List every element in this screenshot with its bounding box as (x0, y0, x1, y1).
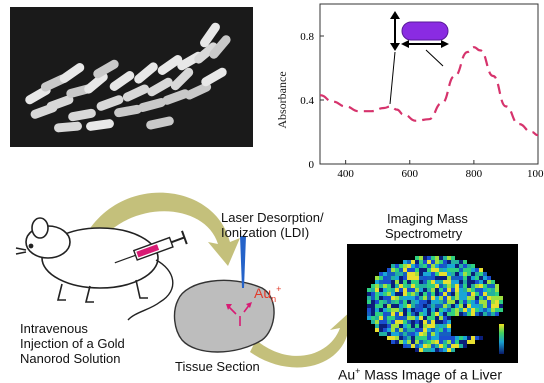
imaging-label-line2: Spectrometry (385, 226, 463, 241)
y-tick-label: 0.4 (300, 95, 314, 107)
x-tick-label: 400 (337, 168, 354, 180)
y-tick-label: 0 (309, 159, 315, 171)
laser-beam-icon (240, 236, 246, 288)
nanorod (201, 67, 227, 87)
nanorod (184, 82, 212, 100)
injection-label-line3: Nanorod Solution (20, 351, 121, 366)
inset-nanorod (389, 11, 449, 105)
nanorod (30, 103, 58, 119)
nanorod (157, 55, 183, 75)
pointer-longitudinal (425, 49, 444, 67)
nanorod (147, 77, 173, 97)
nanorod (54, 121, 82, 133)
curved-arrow-mouse-to-tissue (84, 192, 240, 266)
nanorod (86, 119, 114, 131)
nanorod (146, 116, 174, 130)
nanorod (162, 89, 190, 105)
imaging-label-line1: Imaging Mass (387, 211, 468, 226)
nanorod (84, 72, 108, 94)
y-tick-label: 0.8 (300, 31, 314, 43)
workflow-diagram: Aun+ (15, 192, 518, 368)
x-tick-label: 800 (466, 168, 483, 180)
nanorod (194, 42, 218, 64)
mass-image (347, 244, 518, 363)
injection-label-line2: Injection of a Gold (20, 336, 125, 351)
injection-label-line1: Intravenous (20, 321, 88, 336)
nanorod (59, 63, 85, 83)
nanorod (68, 108, 96, 122)
laser-label-line2: Ionization (LDI) (221, 225, 310, 240)
curved-arrow-tissue-to-image (250, 310, 358, 368)
tissue-section-icon (173, 279, 275, 353)
nanorod (114, 104, 142, 118)
nanorod-image (25, 22, 231, 133)
nanorod (109, 71, 135, 91)
nanorod (134, 62, 158, 84)
ion-burst-icon (226, 302, 252, 326)
nanorod (200, 22, 220, 48)
laser-label-line1: Laser Desorption/ (221, 210, 324, 225)
nanorod (122, 84, 150, 102)
nanorod (138, 98, 166, 112)
x-tick-label: 600 (402, 168, 419, 180)
nanorod (170, 67, 194, 91)
mouse-icon (15, 217, 174, 321)
mass-image-caption: Au+ Mass Image of a Liver (338, 366, 503, 383)
nanorod (96, 95, 124, 111)
au-ion-label: Aun+ (254, 284, 281, 304)
tissue-section-label: Tissue Section (175, 359, 260, 374)
nanorod (209, 35, 231, 59)
syringe-icon (114, 230, 188, 264)
nanorod (93, 59, 119, 79)
pointer-transverse (389, 51, 396, 105)
inset-rod (401, 21, 449, 41)
y-axis-label: Absorbance (275, 71, 289, 128)
tem-micrograph (10, 7, 253, 147)
mass-image-colorbar (499, 324, 504, 354)
absorbance-series-line (319, 46, 539, 137)
